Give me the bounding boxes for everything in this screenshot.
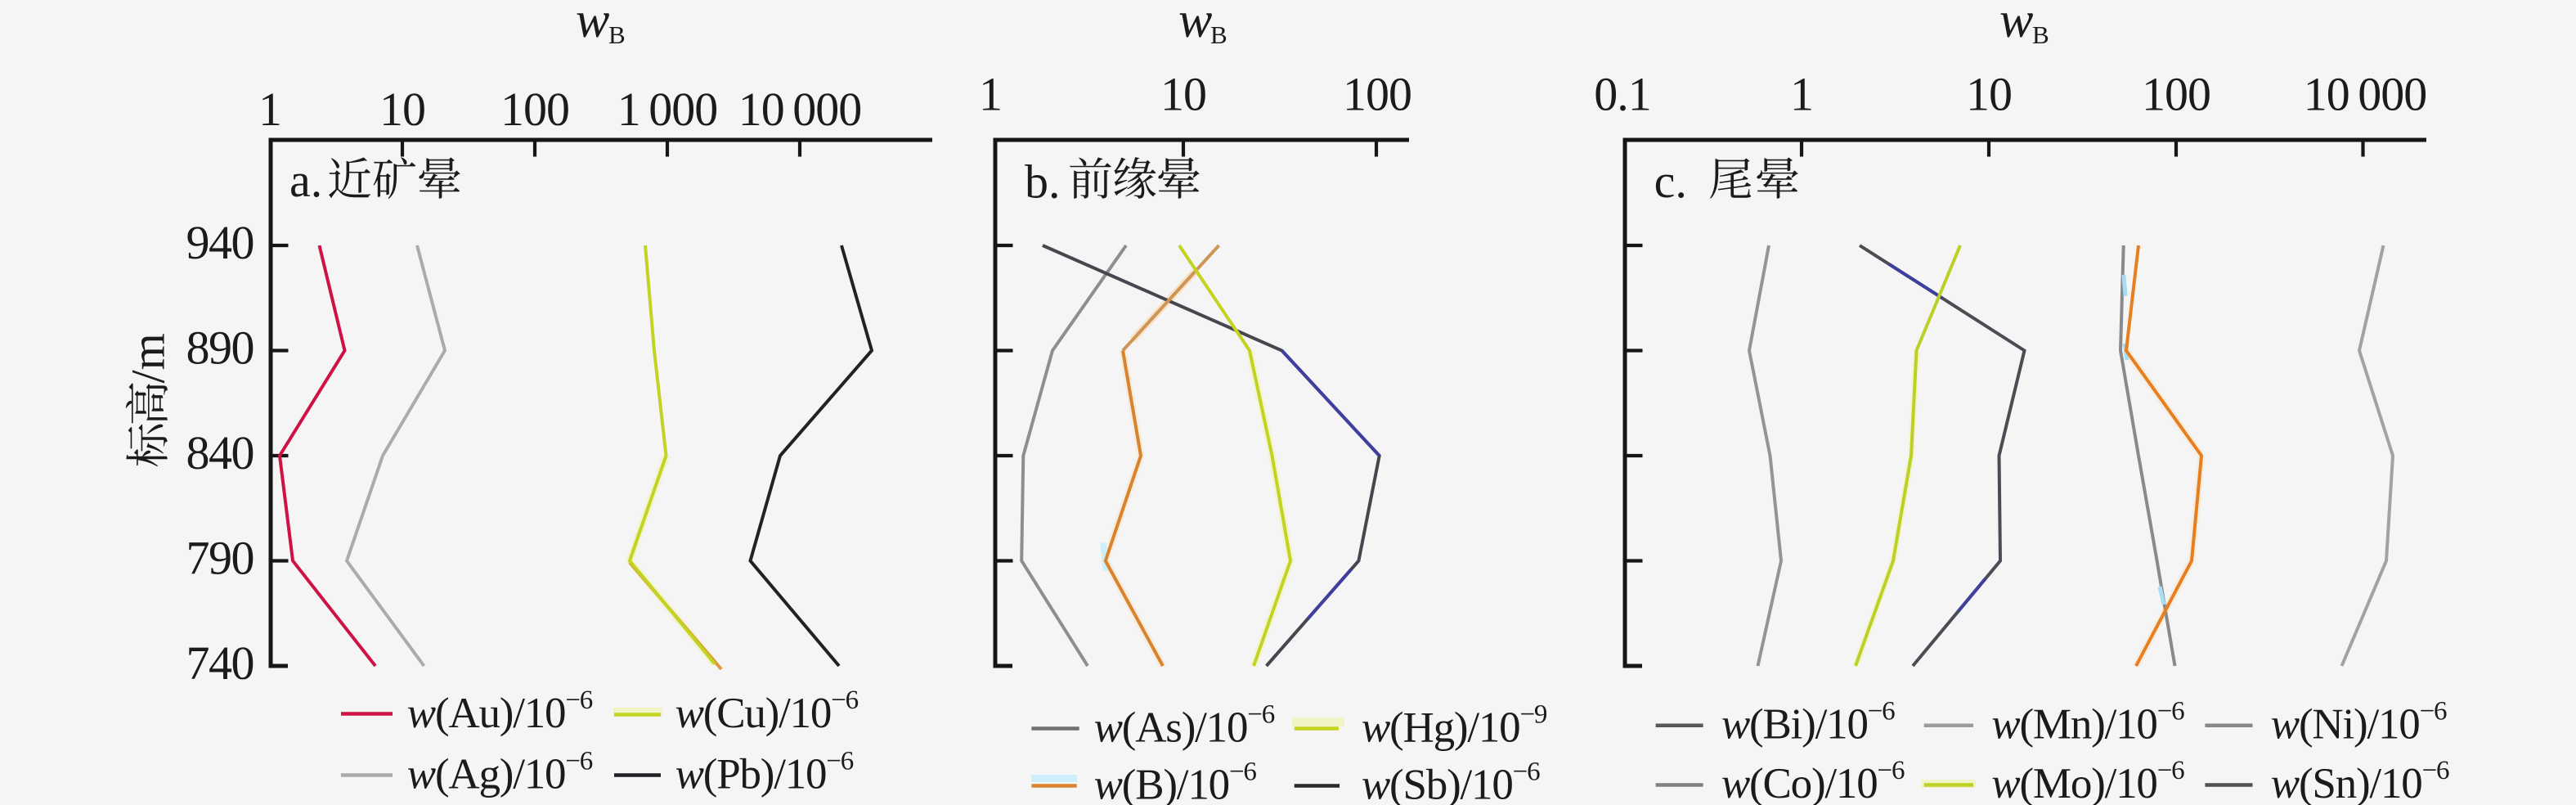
- svg-text:w(Cu)/10−6: w(Cu)/10−6: [675, 686, 859, 737]
- svg-text:10: 10: [1160, 68, 1206, 121]
- svg-text:10: 10: [1966, 68, 2012, 121]
- svg-text:w: w: [1999, 0, 2033, 48]
- svg-text:w(Mn)/10−6: w(Mn)/10−6: [1991, 696, 2184, 748]
- svg-text:b.: b.: [1025, 155, 1061, 209]
- svg-text:/m: /m: [122, 333, 175, 383]
- svg-text:w(Co)/10−6: w(Co)/10−6: [1721, 756, 1905, 805]
- svg-text:w(Au)/10−6: w(Au)/10−6: [407, 686, 593, 737]
- svg-text:940: 940: [186, 216, 254, 269]
- svg-text:w(As)/10−6: w(As)/10−6: [1094, 700, 1275, 752]
- svg-text:10 000: 10 000: [738, 83, 862, 136]
- svg-text:w(Hg)/10−9: w(Hg)/10−9: [1362, 700, 1547, 752]
- svg-text:100: 100: [500, 83, 569, 136]
- svg-text:w(Bi)/10−6: w(Bi)/10−6: [1721, 696, 1895, 748]
- svg-text:w(Mo)/10−6: w(Mo)/10−6: [1991, 756, 2184, 805]
- svg-text:c.: c.: [1654, 155, 1687, 208]
- svg-text:890: 890: [186, 322, 254, 375]
- svg-text:10 000: 10 000: [2304, 68, 2427, 121]
- svg-text:w(Sn)/10−6: w(Sn)/10−6: [2271, 756, 2449, 805]
- svg-text:1: 1: [258, 83, 281, 136]
- svg-text:840: 840: [186, 426, 254, 479]
- svg-text:1: 1: [979, 68, 1002, 121]
- svg-text:1: 1: [1790, 68, 1813, 121]
- svg-text:100: 100: [2142, 68, 2210, 121]
- svg-text:w(Pb)/10−6: w(Pb)/10−6: [675, 747, 854, 798]
- svg-text:w(Sb)/10−6: w(Sb)/10−6: [1362, 758, 1540, 805]
- svg-text:10: 10: [379, 83, 425, 136]
- svg-text:B: B: [2032, 20, 2049, 49]
- svg-text:B: B: [1210, 20, 1227, 49]
- svg-text:a.: a.: [289, 154, 322, 207]
- svg-text:790: 790: [186, 532, 254, 585]
- svg-text:0.1: 0.1: [1594, 68, 1651, 121]
- svg-text:w(Ni)/10−6: w(Ni)/10−6: [2271, 696, 2447, 748]
- svg-text:1 000: 1 000: [617, 83, 718, 136]
- svg-text:w(B)/10−6: w(B)/10−6: [1094, 758, 1257, 805]
- svg-text:B: B: [608, 20, 626, 49]
- svg-text:100: 100: [1343, 68, 1411, 121]
- svg-text:w: w: [1178, 0, 1212, 48]
- svg-text:w: w: [576, 0, 609, 48]
- svg-text:w(Ag)/10−6: w(Ag)/10−6: [407, 747, 593, 798]
- svg-text:740: 740: [186, 636, 254, 690]
